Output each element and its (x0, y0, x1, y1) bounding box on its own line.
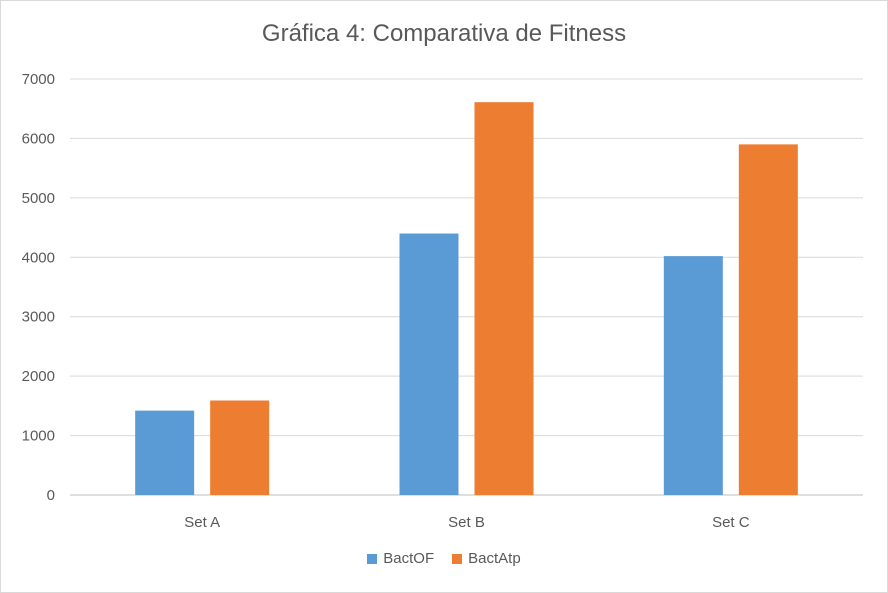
legend-swatch-bactatp (452, 553, 463, 564)
y-tick-label: 3000 (22, 309, 55, 326)
bar-bactof-set-c (663, 256, 723, 495)
y-tick-label: 7000 (22, 71, 55, 88)
legend-label-bactof: BactOF (383, 550, 435, 567)
legend-label-bactatp: BactAtp (468, 550, 521, 567)
x-tick-label: Set B (448, 514, 485, 531)
y-tick-label: 1000 (22, 428, 55, 445)
legend-item-bactof: BactOF (367, 550, 434, 567)
bar-bactof-set-b (399, 233, 459, 495)
x-tick-label: Set A (184, 514, 220, 531)
bar-bactatp-set-a (210, 400, 270, 495)
chart-legend: BactOF BactAtp (0, 550, 888, 567)
y-tick-label: 2000 (22, 368, 55, 385)
y-tick-label: 4000 (22, 249, 55, 266)
bar-bactatp-set-c (738, 144, 798, 495)
x-tick-label: Set C (712, 514, 750, 531)
bar-bactatp-set-b (474, 102, 534, 496)
bar-bactof-set-a (135, 410, 195, 495)
y-tick-label: 0 (47, 487, 55, 504)
chart-title: Gráfica 4: Comparativa de Fitness (261, 20, 627, 47)
legend-item-bactatp: BactAtp (452, 550, 521, 567)
y-tick-label: 6000 (22, 130, 55, 147)
legend-swatch-bactof (367, 553, 378, 564)
y-tick-label: 5000 (22, 190, 55, 207)
